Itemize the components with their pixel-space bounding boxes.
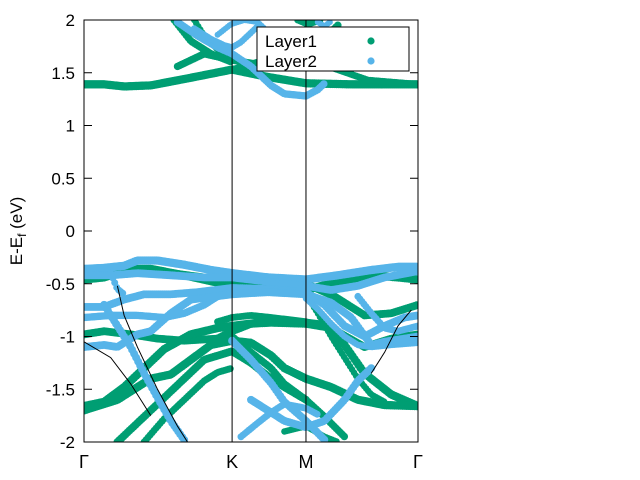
high-symmetry-lines xyxy=(231,20,307,442)
band-layer2-1 xyxy=(190,24,260,51)
band-point xyxy=(340,432,349,441)
band-point xyxy=(412,401,418,411)
band-point xyxy=(380,398,388,405)
band-point xyxy=(414,322,418,330)
band-layer2-14 xyxy=(302,295,418,351)
legend-label: Layer1 xyxy=(265,32,317,51)
band-point xyxy=(412,275,418,284)
bands-layer xyxy=(84,20,418,442)
band-layer1-5 xyxy=(294,20,324,28)
x-tick-label: K xyxy=(226,452,238,472)
band-point xyxy=(412,311,418,320)
band-point xyxy=(119,289,127,297)
band-point xyxy=(313,410,321,418)
y-tick-label: 1 xyxy=(66,117,75,136)
y-tick-label: 0 xyxy=(66,222,75,241)
band-point xyxy=(412,301,418,310)
legend-label: Layer2 xyxy=(265,52,317,71)
y-tick-label: -0.5 xyxy=(46,275,75,294)
y-tick-label: -1 xyxy=(60,328,75,347)
thin-band-line xyxy=(84,341,152,416)
band-point xyxy=(412,339,418,347)
band-point xyxy=(326,20,333,26)
band-point xyxy=(320,435,329,442)
band-point xyxy=(412,267,418,276)
band-layer2-11 xyxy=(228,336,329,442)
y-tick-label: 2 xyxy=(66,11,75,30)
band-layer2-0 xyxy=(173,20,328,100)
y-axis-ticks: 2 1.5 1 0.5 0 -0.5 -1 -1.5 -2 xyxy=(46,11,418,452)
legend-marker xyxy=(367,57,375,65)
thin-band-line xyxy=(116,285,188,442)
thin-band-line xyxy=(370,309,412,374)
band-layer2-4 xyxy=(84,256,418,284)
y-tick-label: -2 xyxy=(60,433,75,452)
y-axis-label: E-Ef (eV) xyxy=(7,197,29,266)
y-tick-label: -1.5 xyxy=(46,380,75,399)
band-point xyxy=(412,80,418,88)
band-layer2-9 xyxy=(100,300,189,442)
band-point xyxy=(320,80,328,88)
x-tick-label: M xyxy=(298,452,313,472)
band-layer2-13 xyxy=(237,400,321,441)
band-layer1-12 xyxy=(140,365,234,442)
x-tick-label: Γ xyxy=(413,452,423,472)
y-tick-label: 0.5 xyxy=(51,169,75,188)
x-tick-label: Γ xyxy=(79,452,89,472)
y-tick-label: 1.5 xyxy=(51,64,75,83)
band-point xyxy=(333,438,340,442)
legend-marker xyxy=(367,37,375,45)
legend-box xyxy=(256,26,410,72)
band-point xyxy=(226,365,234,373)
band-layer2-6 xyxy=(84,284,418,341)
